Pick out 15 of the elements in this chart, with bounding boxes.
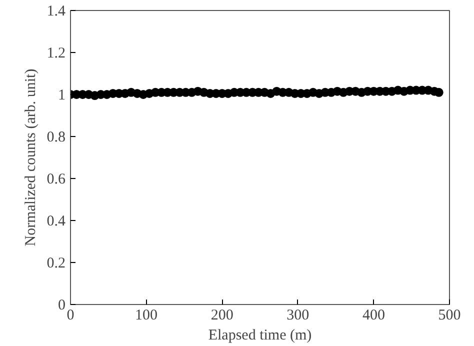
y-tick-label: 1.4 — [46, 4, 66, 20]
x-tick-label: 400 — [362, 308, 385, 324]
x-tick-label: 300 — [286, 308, 310, 324]
y-tick-label: 1.2 — [46, 46, 66, 62]
y-tick-label: 0.2 — [46, 256, 66, 272]
y-tick-label: 0 — [58, 298, 66, 314]
y-axis-title: Normalized counts (arb. unit) — [22, 68, 39, 246]
y-tick-label: 0.6 — [46, 172, 66, 188]
y-tick-label: 0.8 — [46, 130, 66, 146]
x-axis-title: Elapsed time (m) — [208, 328, 312, 344]
x-tick-label: 100 — [135, 308, 158, 324]
x-tick-label: 200 — [210, 308, 234, 324]
y-tick-label: 1 — [58, 88, 66, 104]
y-tick-label: 0.4 — [46, 214, 66, 230]
x-tick-label: 500 — [438, 308, 461, 324]
